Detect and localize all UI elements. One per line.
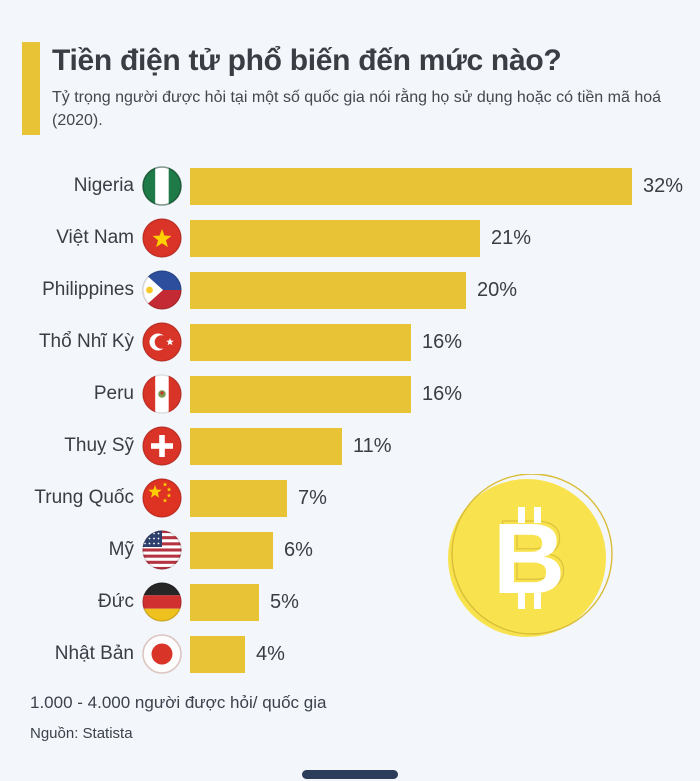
svg-text:B: B: [493, 503, 565, 615]
row-philippines: Philippines 20%: [0, 264, 700, 316]
row-china: Trung Quốc 7%: [0, 472, 700, 524]
usa-flag-icon: [142, 530, 182, 571]
china-flag-icon: [142, 478, 182, 519]
germany-flag-icon: [142, 582, 182, 623]
value-label: 21%: [491, 226, 532, 249]
row-japan: Nhật Bản 4%: [0, 628, 700, 680]
bar-switzerland: [190, 427, 342, 465]
value-label: 16%: [422, 330, 463, 353]
country-label: Nigeria: [73, 175, 134, 197]
value-label: 4%: [256, 642, 285, 665]
header: Tiền điện tử phổ biến đến mức nào? Tỷ tr…: [0, 0, 700, 132]
nigeria-flag-icon: [142, 166, 182, 207]
svg-text:B: B: [496, 500, 568, 612]
country-label: Mỹ: [108, 539, 134, 561]
row-switzerland: Thuỵ Sỹ 11%: [0, 420, 700, 472]
country-label: Việt Nam: [56, 227, 134, 249]
row-germany: Đức 5%: [0, 576, 700, 628]
bar-peru: [190, 375, 411, 413]
value-label: 11%: [353, 434, 392, 457]
value-label: 20%: [477, 278, 518, 301]
country-label: Thuỵ Sỹ: [64, 435, 134, 457]
value-label: 6%: [284, 538, 313, 561]
turkey-flag-icon: [142, 322, 182, 363]
bar-usa: [190, 531, 273, 569]
survey-note: 1.000 - 4.000 người được hỏi/ quốc gia: [30, 693, 327, 713]
bar-china: [190, 479, 287, 517]
value-label: 5%: [270, 590, 299, 613]
japan-flag-icon: [142, 634, 182, 675]
chart-rows: Nigeria 32% Việt Nam 21% Philippines 20%…: [0, 160, 700, 680]
vietnam-flag-icon: [142, 218, 182, 259]
value-label: 7%: [298, 486, 327, 509]
country-label: Đức: [98, 591, 134, 613]
row-turkey: Thổ Nhĩ Kỳ 16%: [0, 316, 700, 368]
row-vietnam: Việt Nam 21%: [0, 212, 700, 264]
row-usa: Mỹ 6%: [0, 524, 700, 576]
country-label: Nhật Bản: [54, 643, 134, 665]
bar-vietnam: [190, 219, 480, 257]
value-label: 32%: [643, 174, 684, 197]
source-label: Nguồn: Statista: [30, 725, 133, 743]
row-nigeria: Nigeria 32%: [0, 160, 700, 212]
page-title: Tiền điện tử phổ biến đến mức nào?: [52, 44, 562, 77]
row-peru: Peru 16%: [0, 368, 700, 420]
value-label: 16%: [422, 382, 463, 405]
bar-japan: [190, 635, 245, 673]
philippines-flag-icon: [142, 270, 182, 311]
bar-philippines: [190, 271, 466, 309]
bar-nigeria: [190, 167, 632, 205]
switzerland-flag-icon: [142, 426, 182, 467]
bar-turkey: [190, 323, 411, 361]
country-label: Peru: [93, 383, 134, 405]
country-label: Philippines: [42, 279, 134, 301]
country-label: Thổ Nhĩ Kỳ: [38, 331, 134, 353]
bitcoin-coin-icon: B B: [446, 473, 614, 642]
title-accent-bar: [22, 42, 40, 135]
bar-chart: Nigeria 32% Việt Nam 21% Philippines 20%…: [0, 160, 700, 680]
country-label: Trung Quốc: [34, 487, 134, 509]
home-indicator: [302, 770, 398, 779]
peru-flag-icon: [142, 374, 182, 415]
bar-germany: [190, 583, 259, 621]
page-subtitle: Tỷ trọng người được hỏi tại một số quốc …: [52, 89, 662, 129]
